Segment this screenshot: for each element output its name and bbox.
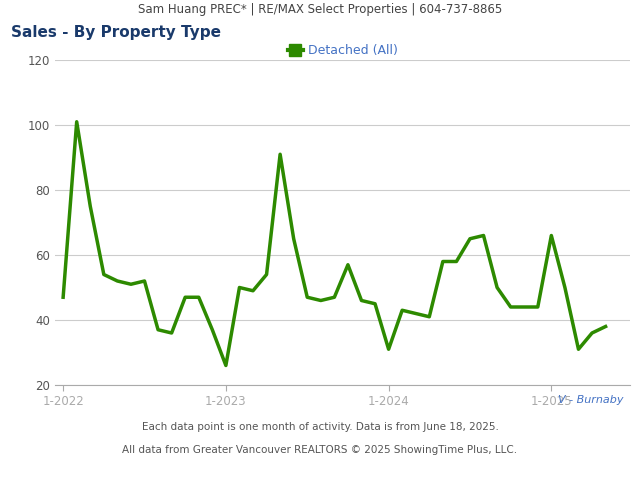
Text: Sam Huang PREC* | RE/MAX Select Properties | 604-737-8865: Sam Huang PREC* | RE/MAX Select Properti… xyxy=(138,2,502,15)
Text: V - Burnaby: V - Burnaby xyxy=(558,395,623,405)
Text: Each data point is one month of activity. Data is from June 18, 2025.: Each data point is one month of activity… xyxy=(141,422,499,432)
Text: Sales - By Property Type: Sales - By Property Type xyxy=(11,24,221,39)
Legend: Detached (All): Detached (All) xyxy=(287,44,397,57)
Text: All data from Greater Vancouver REALTORS © 2025 ShowingTime Plus, LLC.: All data from Greater Vancouver REALTORS… xyxy=(122,445,518,455)
